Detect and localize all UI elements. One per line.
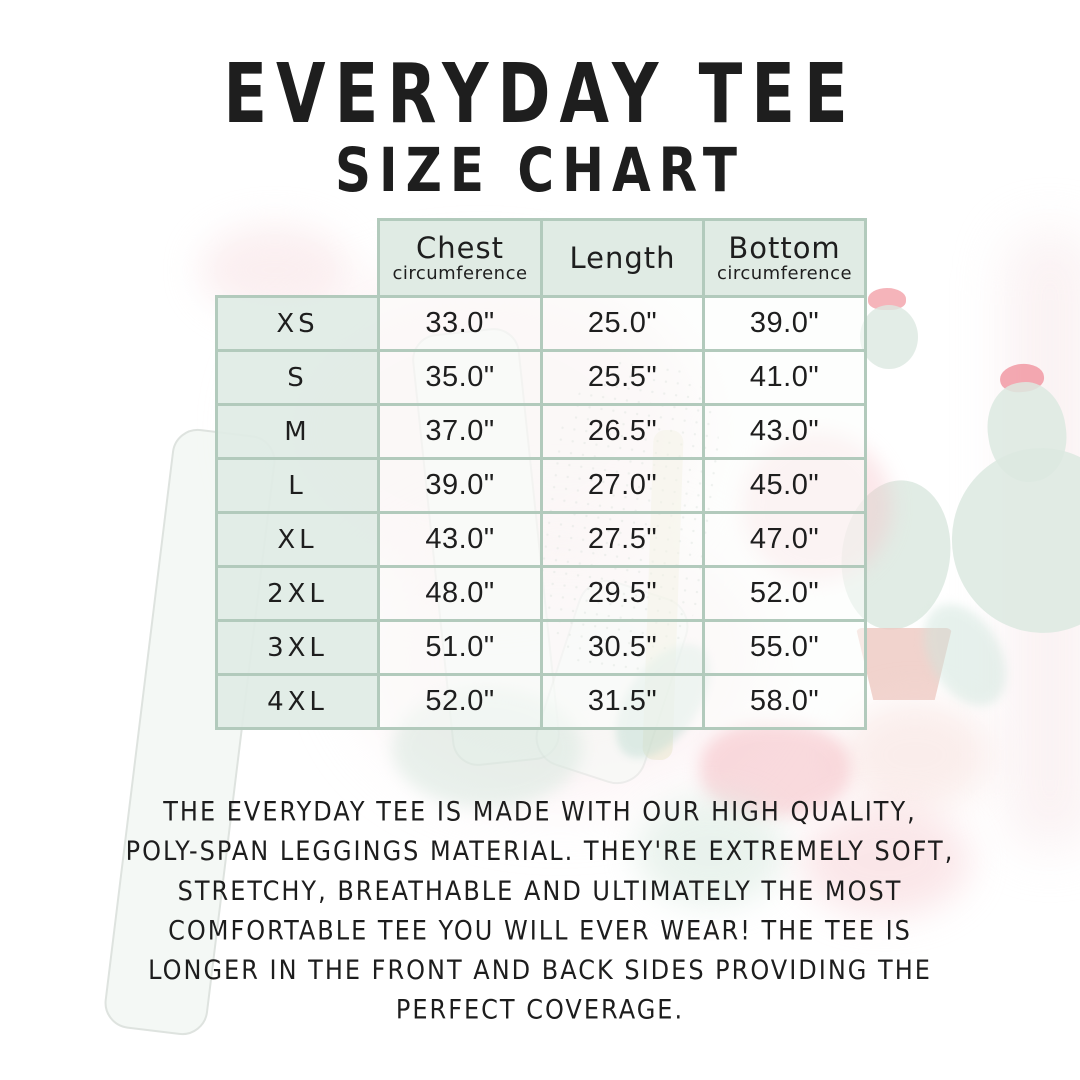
table-row: XS 33.0" 25.0" 39.0" [215, 295, 867, 352]
table-row: 4XL 52.0" 31.5" 58.0" [215, 673, 867, 730]
table-row: 3XL 51.0" 30.5" 55.0" [215, 619, 867, 676]
length-value: 31.5" [540, 673, 705, 730]
column-label: Chest [416, 231, 504, 265]
page-title: EVERYDAY TEE SIZE CHART [0, 47, 1080, 201]
bottom-value: 52.0" [702, 565, 867, 622]
watercolor-pink-wash [800, 806, 970, 916]
description-line: STRETCHY, BREATHABLE AND ULTIMATELY THE … [177, 875, 903, 907]
size-label: 4XL [215, 673, 380, 730]
bottom-value: 55.0" [702, 619, 867, 676]
length-value: 25.0" [540, 295, 705, 352]
length-value: 25.5" [540, 349, 705, 406]
table-row: 2XL 48.0" 29.5" 52.0" [215, 565, 867, 622]
table-row: XL 43.0" 27.5" 47.0" [215, 511, 867, 568]
size-label: S [215, 349, 380, 406]
bottom-value: 41.0" [702, 349, 867, 406]
description-line: LONGER IN THE FRONT AND BACK SIDES PROVI… [148, 954, 932, 986]
table-header-row: Chest circumference Length Bottom circum… [217, 218, 867, 298]
size-label: XS [215, 295, 380, 352]
chest-value: 37.0" [377, 403, 543, 460]
bottom-value: 45.0" [702, 457, 867, 514]
chest-value: 33.0" [377, 295, 543, 352]
description-line: POLY-SPAN LEGGINGS MATERIAL. THEY'RE EXT… [125, 836, 955, 867]
size-label: XL [215, 511, 380, 568]
description-line: PERFECT COVERAGE. [395, 994, 685, 1026]
column-label: Bottom [728, 231, 841, 265]
chest-value: 39.0" [377, 457, 543, 514]
table-row: S 35.0" 25.5" 41.0" [215, 349, 867, 406]
title-product-name: EVERYDAY TEE [223, 47, 857, 143]
cactus-flower-icon [868, 288, 906, 310]
table-row: L 39.0" 27.0" 45.0" [215, 457, 867, 514]
table-row: M 37.0" 26.5" 43.0" [215, 403, 867, 460]
description-line: COMFORTABLE TEE YOU WILL EVER WEAR! THE … [168, 915, 912, 946]
title-size-chart: SIZE CHART [334, 135, 746, 206]
bottom-value: 58.0" [702, 673, 867, 730]
column-header-chest: Chest circumference [377, 218, 543, 298]
size-chart-table: Chest circumference Length Bottom circum… [215, 218, 867, 730]
length-value: 30.5" [540, 619, 705, 676]
column-header-bottom: Bottom circumference [702, 218, 867, 298]
chest-value: 43.0" [377, 511, 543, 568]
watercolor-green-blob [636, 796, 786, 906]
size-label: L [215, 457, 380, 514]
chest-value: 35.0" [377, 349, 543, 406]
length-value: 27.0" [540, 457, 705, 514]
chest-value: 48.0" [377, 565, 543, 622]
size-label: 2XL [215, 565, 380, 622]
length-value: 29.5" [540, 565, 705, 622]
column-label: Length [569, 241, 676, 275]
product-description: THE EVERYDAY TEE IS MADE WITH OUR HIGH Q… [0, 792, 1080, 1030]
size-label: 3XL [215, 619, 380, 676]
bottom-value: 39.0" [702, 295, 867, 352]
column-sublabel: circumference [392, 263, 528, 284]
size-label: M [215, 403, 380, 460]
bottom-value: 47.0" [702, 511, 867, 568]
description-line: THE EVERYDAY TEE IS MADE WITH OUR HIGH Q… [163, 796, 917, 828]
chest-value: 52.0" [377, 673, 543, 730]
column-sublabel: circumference [716, 263, 853, 284]
table-corner-empty [217, 220, 379, 297]
cactus-pad-icon [860, 305, 918, 369]
column-header-length: Length [540, 218, 705, 298]
bottom-value: 43.0" [702, 403, 867, 460]
length-value: 27.5" [540, 511, 705, 568]
length-value: 26.5" [540, 403, 705, 460]
chest-value: 51.0" [377, 619, 543, 676]
